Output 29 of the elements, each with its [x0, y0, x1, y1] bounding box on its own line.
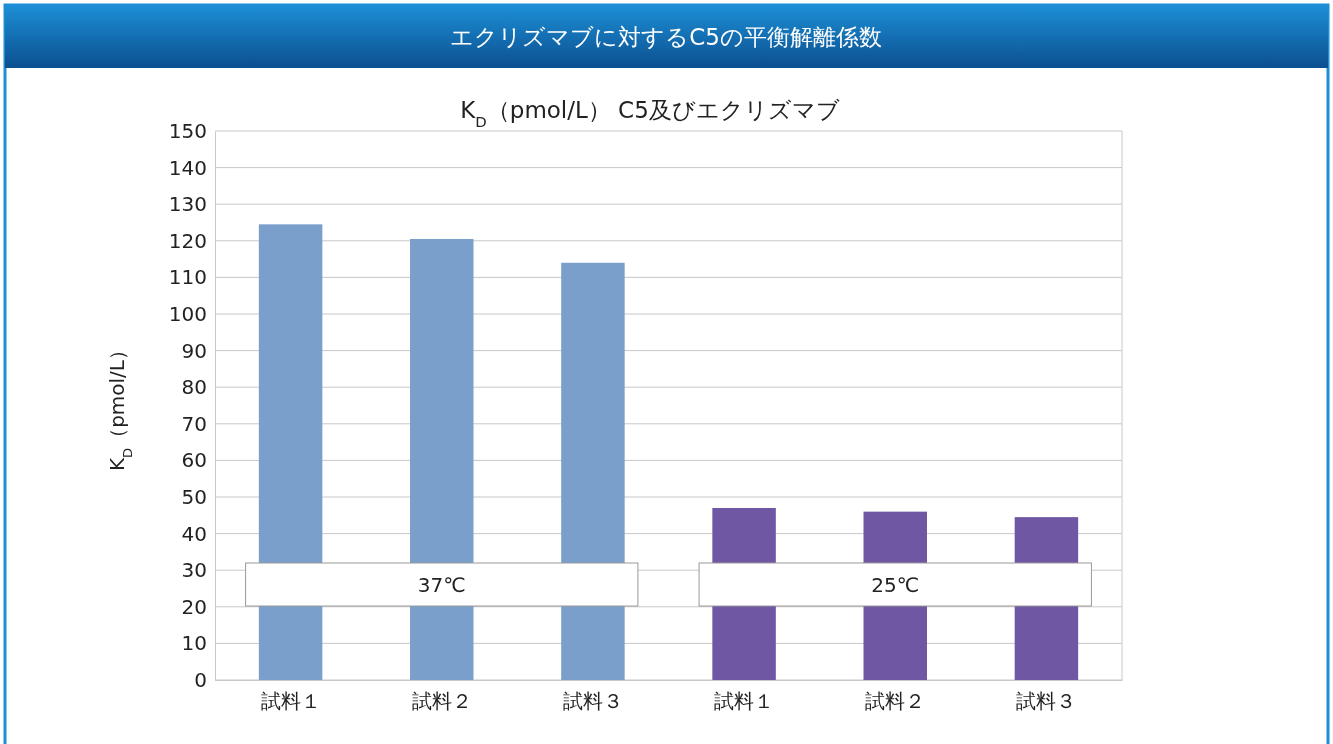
x-tick-label: 試料３	[1016, 689, 1077, 714]
x-tick-label: 試料２	[865, 689, 926, 714]
annotation: 37℃	[417, 573, 466, 597]
y-tick-label: 140	[168, 155, 207, 180]
y-tick-label: 90	[181, 338, 207, 363]
y-tick-label: 60	[181, 448, 207, 473]
x-tick-label: 試料１	[714, 689, 775, 714]
chart-title: エクリズマブに対するC5の平衡解離係数	[450, 24, 882, 50]
y-tick-label: 40	[181, 521, 207, 546]
y-tick-label: 130	[168, 192, 207, 217]
y-tick-label: 120	[168, 228, 207, 253]
y-tick-label: 110	[168, 265, 207, 290]
y-tick-label: 50	[181, 484, 207, 509]
annotation: 25℃	[871, 573, 920, 597]
x-tick-label: 試料３	[562, 689, 623, 714]
y-tick-label: 70	[181, 411, 207, 436]
x-tick-label: 試料１	[260, 689, 321, 714]
group-label-box: 25℃	[698, 562, 1092, 607]
chart-subtitle: K$_{D}$（pmol/L） C5及びエクリズマブ	[460, 97, 840, 131]
y-tick-label: 30	[181, 558, 207, 583]
x-tick-label: 試料２	[411, 689, 472, 714]
group-label-box: 37℃	[245, 562, 639, 607]
y-tick-label: 20	[181, 594, 207, 619]
y-tick-label: 100	[168, 301, 207, 326]
bar	[258, 224, 323, 680]
y-tick-label: 0	[194, 667, 207, 692]
y-tick-label: 10	[181, 631, 207, 656]
y-tick-label: 80	[181, 375, 207, 400]
y-tick-label: 150	[168, 118, 207, 143]
